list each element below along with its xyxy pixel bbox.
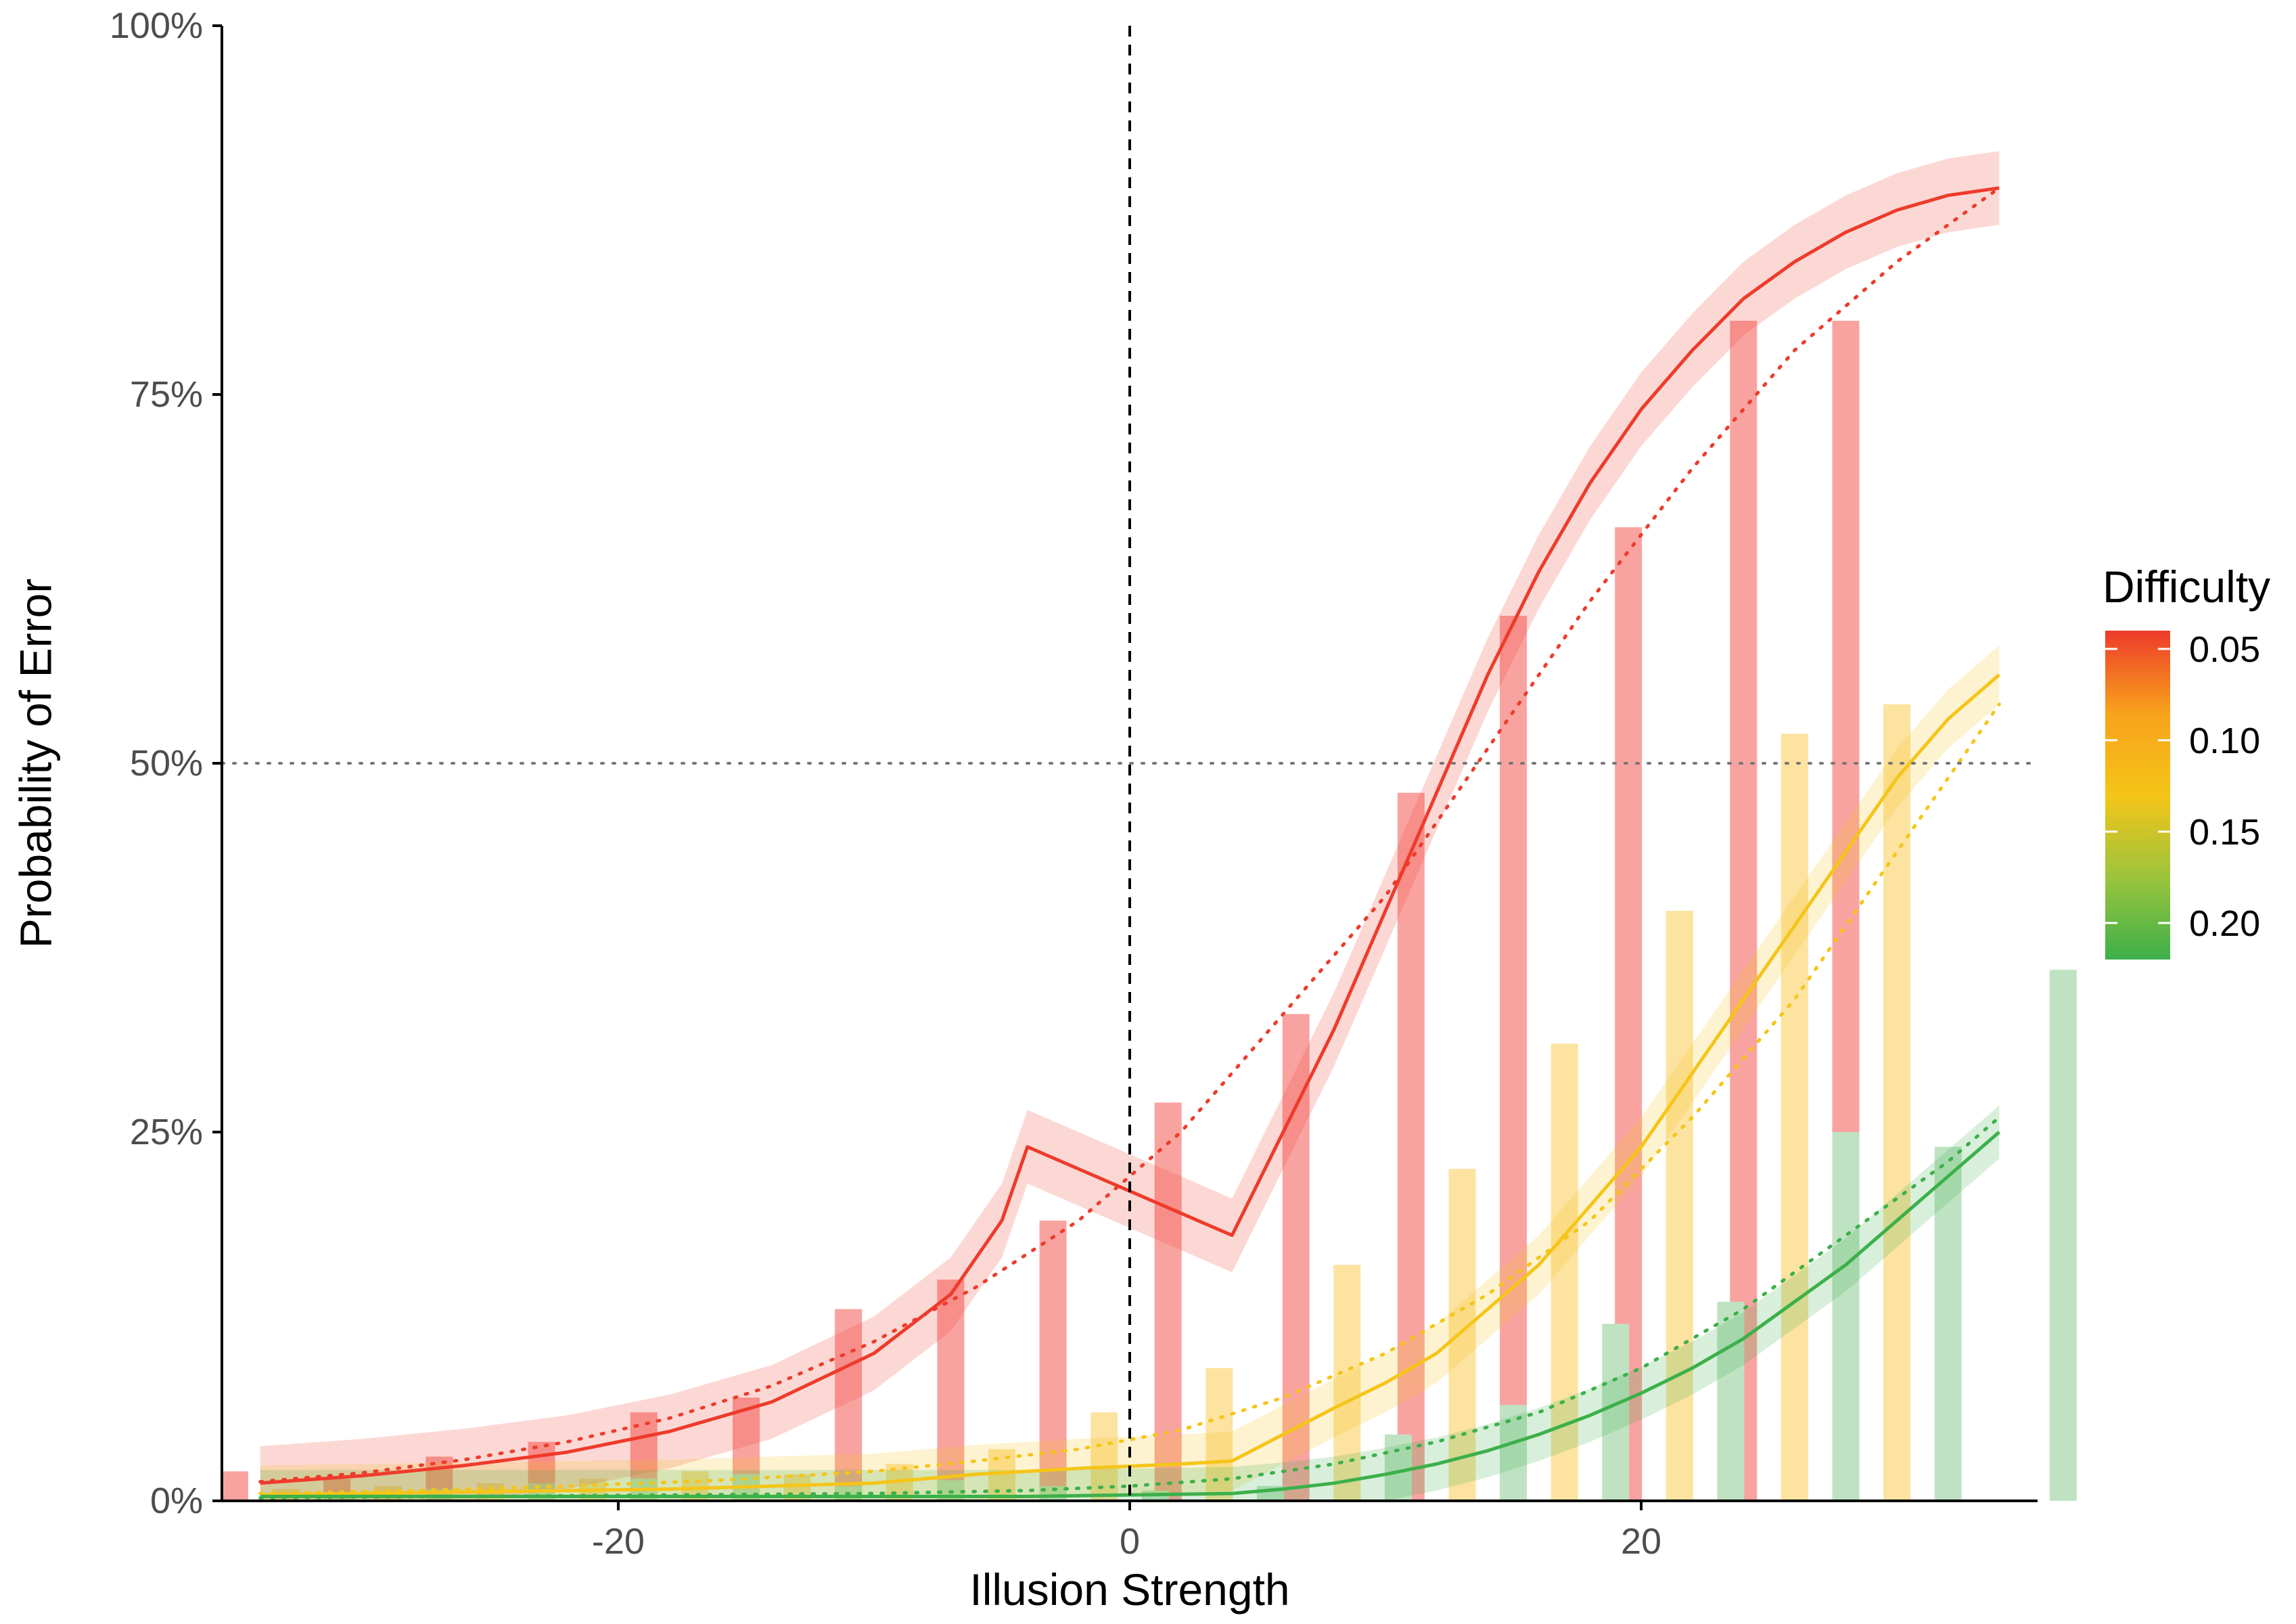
bar-series-0-6 (835, 1309, 863, 1501)
bar-series-0-0 (221, 1471, 248, 1501)
legend-tick-label-1: 0.10 (2189, 721, 2260, 761)
bar-series-2-10 (1384, 1434, 1412, 1501)
bar-series-2-15 (1934, 1146, 1962, 1501)
dotted-line-series-2 (258, 1115, 2001, 1500)
bar-series-2-11 (1500, 1405, 1528, 1501)
y-tick-label-1: 25% (130, 1112, 203, 1152)
y-tick-label-3: 75% (130, 374, 203, 415)
x-tick-label-1: 0 (1120, 1521, 1140, 1562)
legend-colorbar (2105, 631, 2170, 960)
bar-series-2-13 (1717, 1301, 1745, 1501)
fit-lines-layer (258, 186, 2001, 1500)
reference-lines-layer (221, 26, 2039, 1501)
fit-line-series-1 (260, 673, 2000, 1497)
legend-title: Difficulty (2103, 562, 2270, 612)
axes-layer: -20 0 20 0% 25% 50% 75% 100% (110, 5, 2038, 1562)
x-tick-label-0: -20 (592, 1521, 645, 1562)
bar-series-1-14 (1781, 734, 1808, 1501)
bar-series-2-14 (1832, 1132, 1860, 1501)
bar-series-1-11 (1448, 1169, 1476, 1501)
legend-tick-label-0: 0.05 (2189, 629, 2260, 670)
dotted-line-series-1 (258, 702, 2001, 1495)
bar-series-0-12 (1500, 616, 1528, 1501)
x-tick-label-2: 20 (1621, 1521, 1661, 1562)
legend-tick-label-2: 0.15 (2189, 812, 2260, 853)
y-tick-label-2: 50% (130, 743, 203, 784)
bar-series-2-12 (1602, 1324, 1630, 1501)
bar-series-1-10 (1333, 1265, 1361, 1501)
bar-series-0-10 (1282, 1014, 1310, 1501)
fit-line-series-2 (260, 1131, 2000, 1498)
bar-series-1-13 (1666, 911, 1693, 1501)
legend-ticks: 0.05 0.10 0.15 0.20 (2105, 629, 2260, 944)
x-axis-title: Illusion Strength (969, 1564, 1289, 1615)
y-tick-label-0: 0% (150, 1481, 203, 1521)
bar-series-2-16 (2049, 970, 2077, 1501)
bar-series-0-9 (1154, 1102, 1182, 1501)
y-axis-title: Probability of Error (10, 579, 60, 949)
fit-line-series-0 (260, 186, 2000, 1485)
bar-series-1-15 (1883, 704, 1911, 1501)
legend-tick-label-3: 0.20 (2189, 903, 2260, 944)
bar-series-0-11 (1397, 792, 1425, 1501)
difficulty-legend: Difficulty 0.05 0.10 0.15 0.20 (2103, 562, 2270, 960)
y-tick-label-4: 100% (110, 5, 203, 46)
